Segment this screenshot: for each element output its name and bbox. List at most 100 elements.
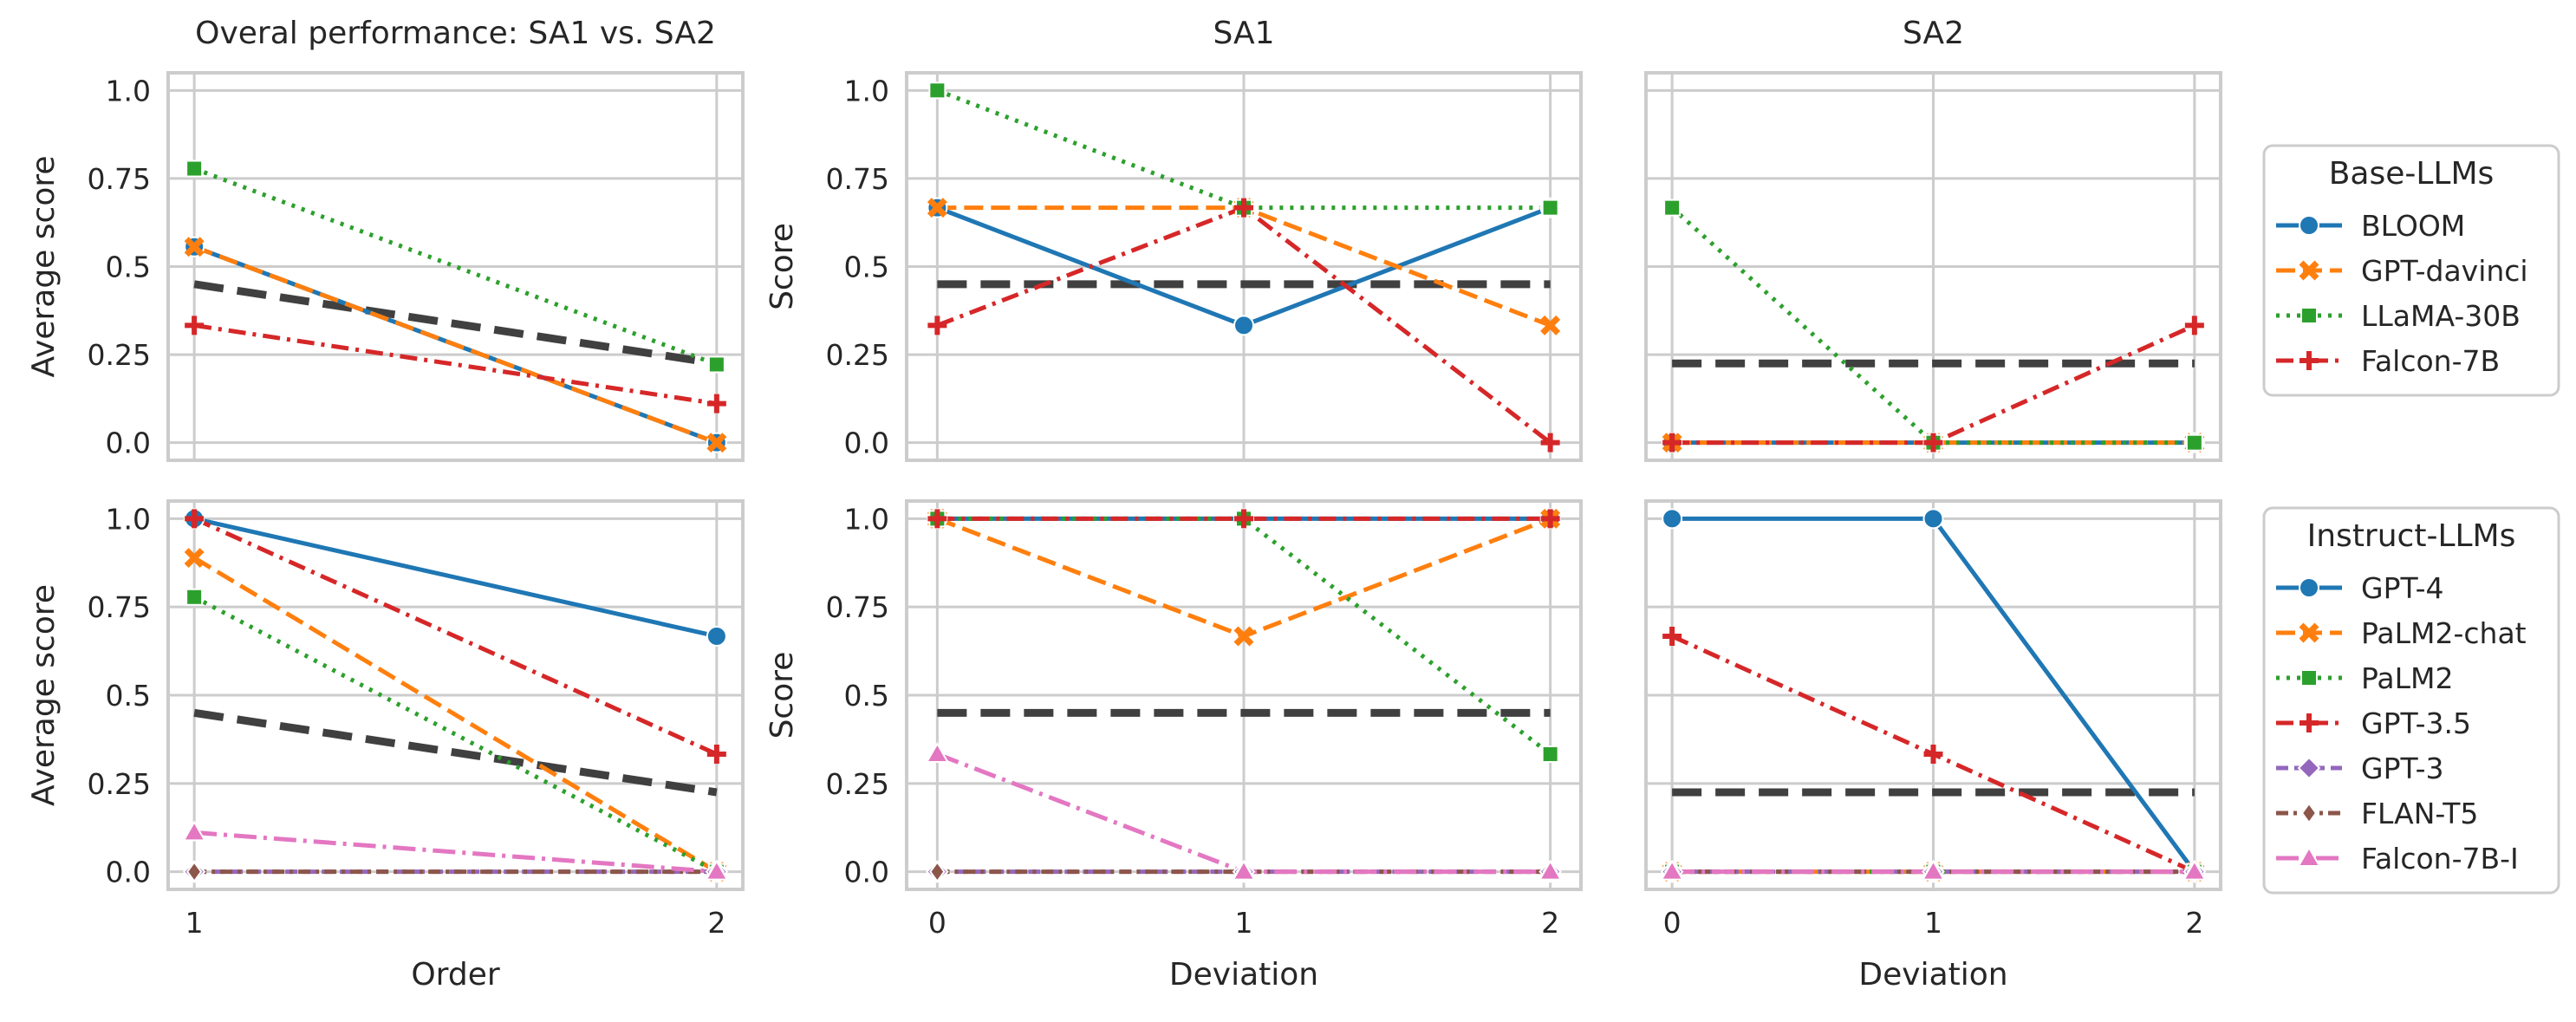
legend-marker-gpt-davinci bbox=[2299, 260, 2319, 281]
axes-frame bbox=[1644, 499, 2222, 891]
data-point-falcon-7b-i bbox=[925, 741, 950, 764]
y-tick-label: 0.0 bbox=[844, 856, 889, 889]
data-point-gpt-3-5 bbox=[706, 745, 726, 765]
data-point-flan-t5 bbox=[929, 860, 946, 883]
legend-marker-palm2 bbox=[2300, 669, 2318, 687]
panel-bottom-left: 0.0 0.25 0.5 0.75 1.0 1 2 Order Average score bbox=[26, 499, 745, 993]
x-tick-label: 0 bbox=[1663, 906, 1682, 940]
series-line-palm2-chat bbox=[192, 556, 719, 874]
x-tick-label: 2 bbox=[1541, 906, 1559, 940]
y-axis-title: Score bbox=[764, 223, 800, 310]
y-tick-label: 0.5 bbox=[844, 251, 889, 284]
y-axis-title: Score bbox=[764, 652, 800, 739]
x-tick-label: 0 bbox=[928, 906, 946, 940]
y-tick-label: 0.25 bbox=[826, 767, 889, 801]
legend-label-gpt-3-5: GPT-3.5 bbox=[2361, 706, 2471, 740]
data-point-falcon-7b-i bbox=[705, 859, 729, 881]
panel-bottom-middle: 0.0 0.25 0.5 0.75 1.0 0 1 2 Deviation Score bbox=[764, 499, 1583, 993]
legend-title: Instruct-LLMs bbox=[2307, 518, 2516, 554]
series-line-falcon-7b bbox=[193, 322, 718, 407]
y-tick-label: 1.0 bbox=[106, 74, 151, 107]
data-point-gpt-3-5 bbox=[1540, 509, 1560, 529]
panel-top-left: 0.0 0.25 0.5 0.75 1.0 Overal performance: SA1… bbox=[26, 16, 745, 462]
data-point-bloom bbox=[1233, 315, 1254, 336]
data-point-gpt-davinci bbox=[184, 237, 205, 257]
y-tick-label: 0.75 bbox=[88, 590, 151, 624]
data-point-gpt-davinci bbox=[706, 433, 727, 453]
y-axis-title: Average score bbox=[26, 584, 62, 806]
y-tick-label: 0.25 bbox=[88, 338, 151, 372]
data-point-flan-t5 bbox=[185, 860, 203, 883]
data-point-gpt-3-5 bbox=[1923, 745, 1943, 765]
data-point-falcon-7b bbox=[1234, 198, 1253, 218]
y-tick-label: 0.75 bbox=[826, 162, 889, 196]
reference-average-line bbox=[193, 280, 718, 368]
series-line-palm2 bbox=[937, 516, 1552, 756]
series-line-falcon-7b-i bbox=[193, 830, 718, 875]
legend-label-gpt-davinci: GPT-davinci bbox=[2361, 254, 2528, 288]
data-point-falcon-7b bbox=[2184, 316, 2204, 335]
axes-frame bbox=[905, 499, 1583, 891]
data-point-palm2 bbox=[1541, 745, 1559, 764]
legend-label-flan-t5: FLAN-T5 bbox=[2361, 797, 2478, 830]
data-point-llama-30b bbox=[928, 81, 946, 100]
legend-marker-llama-30b bbox=[2300, 307, 2318, 324]
y-tick-label: 1.0 bbox=[844, 502, 889, 536]
series-line-gpt-davinci bbox=[193, 244, 718, 446]
legend-label-llama-30b: LLaMA-30B bbox=[2361, 299, 2521, 333]
data-point-gpt-3-5 bbox=[185, 509, 205, 529]
legend-box bbox=[2262, 144, 2560, 397]
panel-bottom-right: 0 1 2 Deviation bbox=[1644, 499, 2222, 993]
axes-frame bbox=[166, 499, 745, 891]
x-tick-label: 1 bbox=[185, 906, 204, 940]
legend-label-gpt-3: GPT-3 bbox=[2361, 752, 2444, 785]
y-tick-label: 0.5 bbox=[106, 251, 151, 284]
legend-label-gpt-4: GPT-4 bbox=[2361, 571, 2444, 605]
reference-average-line bbox=[193, 708, 718, 797]
y-tick-label: 0.25 bbox=[88, 767, 151, 801]
legend-marker-flan-t5 bbox=[2300, 802, 2318, 824]
panel-top-middle: 0.0 0.25 0.5 0.75 1.0 SA1 Score bbox=[764, 16, 1583, 462]
data-point-gpt-3-5 bbox=[1234, 509, 1253, 529]
panel-title: SA2 bbox=[1903, 16, 1964, 51]
data-point-falcon-7b bbox=[1662, 433, 1682, 452]
legend-instruct-llms: Instruct-LLMs GPT-4 PaLM2-chat PaLM2 GPT-3.5… bbox=[2262, 506, 2560, 895]
legend-marker-falcon-7b-i bbox=[2297, 845, 2321, 867]
data-point-falcon-7b bbox=[185, 316, 205, 335]
y-tick-label: 1.0 bbox=[106, 502, 151, 536]
data-point-gpt-davinci bbox=[927, 198, 947, 218]
data-point-falcon-7b-i bbox=[1538, 859, 1563, 881]
panel-title: SA1 bbox=[1213, 16, 1274, 51]
data-point-gpt-3-5 bbox=[927, 509, 947, 529]
x-tick-label: 1 bbox=[1924, 906, 1942, 940]
legend-label-bloom: BLOOM bbox=[2361, 209, 2465, 243]
x-axis-title: Deviation bbox=[1169, 957, 1318, 993]
series-line-gpt-4 bbox=[193, 516, 718, 639]
axes-frame bbox=[1644, 71, 2222, 462]
series-line-gpt-3-5 bbox=[193, 517, 718, 757]
data-point-gpt-4 bbox=[1922, 508, 1944, 530]
legend-marker-gpt-3 bbox=[2297, 756, 2321, 780]
series-line-llama-30b bbox=[936, 88, 1551, 211]
legend-label-falcon-7b: Falcon-7B bbox=[2361, 344, 2500, 378]
legend-label-palm2-chat: PaLM2-chat bbox=[2361, 616, 2527, 650]
legend-label-falcon-7b-i: Falcon-7B-I bbox=[2361, 842, 2519, 876]
legend-title: Base-LLMs bbox=[2329, 156, 2495, 192]
panel-top-right: SA2 bbox=[1644, 16, 2222, 462]
series-line-llama-30b bbox=[1670, 205, 2195, 446]
axes-frame bbox=[166, 71, 745, 462]
data-point-gpt-3-5 bbox=[1662, 626, 1682, 646]
data-point-llama-30b bbox=[1663, 199, 1682, 217]
x-tick-label: 1 bbox=[1235, 906, 1253, 940]
plot-area bbox=[193, 166, 718, 446]
y-tick-label: 0.75 bbox=[826, 590, 889, 624]
legend-marker-bloom bbox=[2299, 215, 2319, 236]
legend-base-llms: Base-LLMs BLOOM GPT-davinci LLaMA-30B Falcon… bbox=[2262, 144, 2560, 397]
y-tick-label: 0.75 bbox=[88, 162, 151, 196]
series-line-palm2 bbox=[192, 595, 719, 874]
data-point-falcon-7b bbox=[706, 394, 726, 413]
data-point-palm2-chat bbox=[1233, 626, 1254, 647]
data-point-llama-30b bbox=[707, 355, 725, 374]
y-axis-title: Average score bbox=[26, 155, 62, 377]
